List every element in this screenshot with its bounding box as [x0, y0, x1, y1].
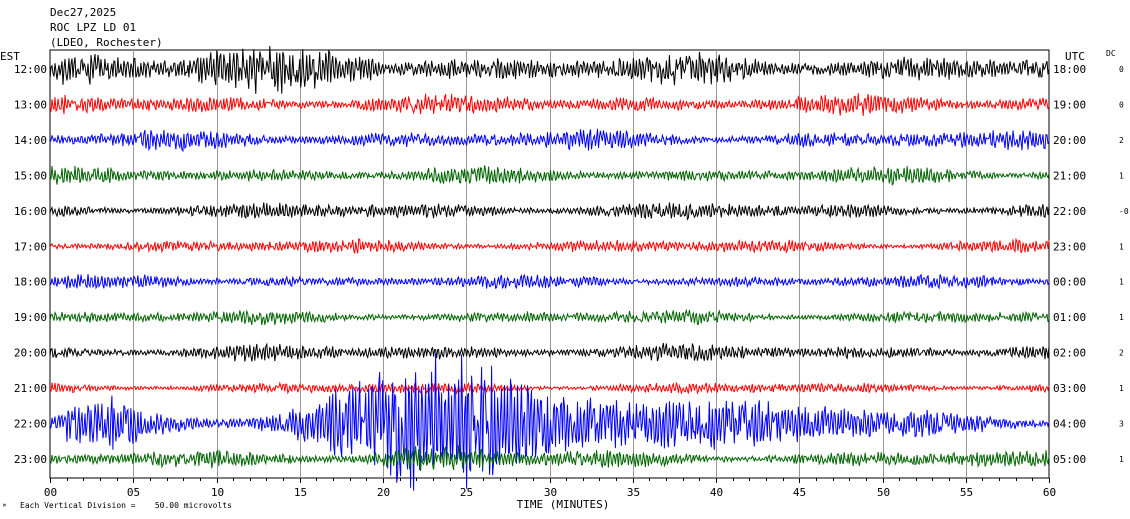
dc-axis-label: DC — [1106, 49, 1116, 58]
est-hour-label: 21:00 — [14, 382, 47, 395]
dc-offset-value: -0 — [1119, 207, 1129, 216]
x-tick-label: 15 — [294, 486, 307, 499]
utc-hour-label: 03:00 — [1053, 382, 1086, 395]
utc-hour-label: 23:00 — [1053, 240, 1086, 253]
seismic-trace — [49, 308, 1050, 326]
seismic-trace — [49, 342, 1050, 362]
utc-hour-label: 19:00 — [1053, 98, 1086, 111]
utc-hour-label: 18:00 — [1053, 63, 1086, 76]
seismic-trace — [49, 45, 1050, 94]
plot-frame — [49, 49, 1050, 479]
est-axis-label: EST — [0, 50, 20, 63]
dc-offset-value: 1 — [1119, 455, 1124, 464]
seismic-trace — [49, 381, 1050, 395]
header-network: (LDEO, Rochester) — [50, 36, 163, 49]
dc-offset-value: 0 — [1119, 100, 1124, 109]
seismic-trace — [49, 165, 1050, 186]
seismic-trace — [49, 273, 1050, 290]
x-tick-label: 60 — [1043, 486, 1056, 499]
grid — [49, 49, 1050, 483]
dc-offset-value: 1 — [1119, 278, 1124, 287]
x-tick-label: 30 — [544, 486, 557, 499]
x-tick-label: 25 — [460, 486, 473, 499]
x-tick-label: 00 — [44, 486, 57, 499]
seismic-trace — [49, 93, 1050, 116]
dc-offset-value: 3 — [1119, 420, 1124, 429]
est-hour-label: 20:00 — [14, 347, 47, 360]
dc-offset-value: 2 — [1119, 136, 1124, 145]
dc-offset-value: 2 — [1119, 349, 1124, 358]
est-hour-label: 23:00 — [14, 453, 47, 466]
utc-hour-label: 02:00 — [1053, 347, 1086, 360]
utc-axis-label: UTC — [1065, 50, 1085, 63]
seismic-trace — [50, 445, 1050, 471]
est-hour-label: 18:00 — [14, 276, 47, 289]
x-tick-label: 05 — [127, 486, 140, 499]
scale-note: Each Vertical Division = 50.00 microvolt… — [20, 501, 232, 510]
est-hour-label: 15:00 — [14, 169, 47, 182]
est-hour-label: 19:00 — [14, 311, 47, 324]
utc-hour-label: 00:00 — [1053, 276, 1086, 289]
x-tick-label: 50 — [877, 486, 890, 499]
utc-hour-label: 21:00 — [1053, 169, 1086, 182]
utc-hour-label: 01:00 — [1053, 311, 1086, 324]
seismic-trace — [49, 202, 1050, 221]
header-station: ROC LPZ LD 01 — [50, 21, 136, 34]
est-hour-label: 17:00 — [14, 240, 47, 253]
seismic-trace — [49, 353, 1050, 491]
dc-offset-value: 1 — [1119, 313, 1124, 322]
est-hour-label: 13:00 — [14, 98, 47, 111]
seismic-trace — [49, 237, 1050, 255]
dc-offset-value: 1 — [1119, 242, 1124, 251]
dc-offset-value: 0 — [1119, 65, 1124, 74]
x-tick-label: 35 — [627, 486, 640, 499]
x-tick-label: 20 — [377, 486, 390, 499]
est-hour-label: 12:00 — [14, 63, 47, 76]
x-tick-label: 45 — [793, 486, 806, 499]
utc-hour-label: 05:00 — [1053, 453, 1086, 466]
seismic-trace — [49, 128, 1050, 153]
dc-offset-value: 1 — [1119, 384, 1124, 393]
x-tick-label: 10 — [211, 486, 224, 499]
est-hour-label: 14:00 — [14, 134, 47, 147]
scale-note-mark: ᵂ — [2, 502, 7, 511]
trace-layer — [49, 45, 1050, 491]
utc-hour-label: 04:00 — [1053, 418, 1086, 431]
utc-hour-label: 22:00 — [1053, 205, 1086, 218]
x-axis-title: TIME (MINUTES) — [517, 498, 610, 511]
est-hour-label: 16:00 — [14, 205, 47, 218]
x-tick-label: 40 — [710, 486, 723, 499]
header-date: Dec27,2025 — [50, 6, 116, 19]
est-hour-label: 22:00 — [14, 418, 47, 431]
x-tick-label: 55 — [960, 486, 973, 499]
dc-offset-value: 1 — [1119, 171, 1124, 180]
utc-hour-label: 20:00 — [1053, 134, 1086, 147]
